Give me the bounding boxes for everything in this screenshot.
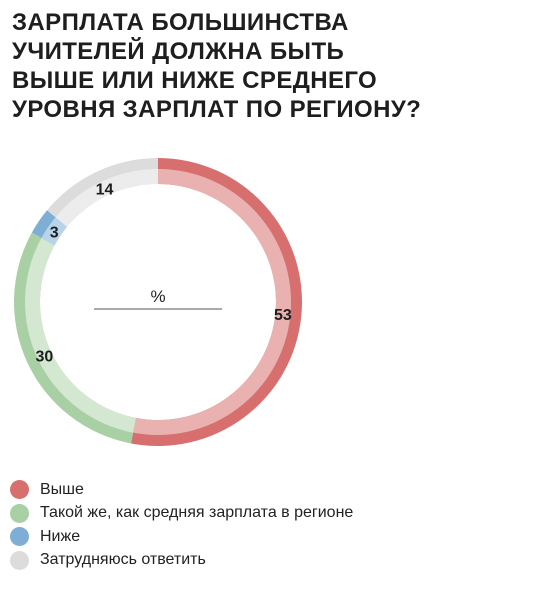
donut-slices xyxy=(13,158,302,446)
slice-inner-band-unsure xyxy=(55,169,158,227)
legend-label-unsure: Затрудняюсь ответить xyxy=(40,551,206,569)
legend: Выше Такой же, как средняя зарплата в ре… xyxy=(10,478,353,572)
slice-label-same: 30 xyxy=(36,348,54,365)
legend-label-same: Такой же, как средняя зарплата в регионе xyxy=(40,504,354,522)
legend-label-higher: Выше xyxy=(40,480,84,498)
legend-swatch-same xyxy=(10,503,29,523)
legend-item-higher: Выше xyxy=(10,478,353,502)
legend-item-lower: Ниже xyxy=(10,525,353,549)
slice-labels: 53 30 3 14 xyxy=(36,181,292,365)
legend-swatch-higher xyxy=(10,480,29,500)
slice-inner-band-lower xyxy=(41,217,68,246)
legend-swatch-lower xyxy=(10,527,29,547)
title-line-4: УРОВНЯ ЗАРПЛАТ ПО РЕГИОНУ? xyxy=(12,96,422,123)
slice-inner-band-same xyxy=(24,237,136,433)
slice-label-lower: 3 xyxy=(50,224,59,241)
title-line-2: УЧИТЕЛЕЙ ДОЛЖНА БЫТЬ xyxy=(12,38,345,65)
slice-label-higher: 53 xyxy=(274,307,292,324)
legend-label-lower: Ниже xyxy=(40,527,81,545)
legend-item-same: Такой же, как средняя зарплата в регионе xyxy=(10,502,353,526)
title-line-3: ВЫШЕ ИЛИ НИЖЕ СРЕДНЕГО xyxy=(12,67,378,94)
unit-label: % xyxy=(150,287,165,306)
chart-title: ЗАРПЛАТА БОЛЬШИНСТВА УЧИТЕЛЕЙ ДОЛЖНА БЫТ… xyxy=(12,8,432,124)
slice-label-unsure: 14 xyxy=(96,181,114,198)
title-line-1: ЗАРПЛАТА БОЛЬШИНСТВА xyxy=(12,9,349,36)
legend-swatch-unsure xyxy=(10,550,29,570)
legend-item-unsure: Затрудняюсь ответить xyxy=(10,549,353,573)
